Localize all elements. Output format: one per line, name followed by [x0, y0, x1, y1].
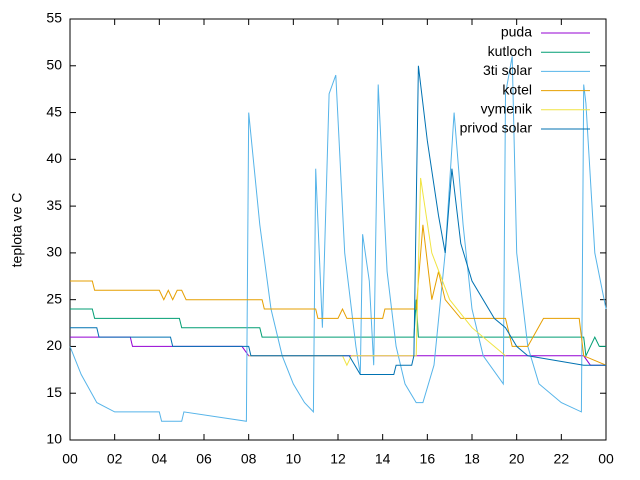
y-tick-label: 10	[46, 431, 62, 447]
x-tick-label: 20	[509, 451, 525, 467]
y-tick-label: 20	[46, 337, 62, 353]
x-tick-label: 10	[286, 451, 302, 467]
y-tick-label: 25	[46, 290, 62, 306]
legend-label: 3ti solar	[483, 62, 532, 78]
series-line	[70, 299, 606, 358]
y-tick-label: 35	[46, 197, 62, 213]
series-line	[69, 56, 607, 422]
y-tick-label: 15	[46, 384, 62, 400]
legend-label: puda	[501, 24, 532, 40]
series-line	[70, 65, 606, 375]
series-line	[70, 224, 607, 366]
x-tick-label: 04	[152, 451, 168, 467]
x-tick-label: 00	[598, 451, 614, 467]
x-tick-label: 22	[554, 451, 570, 467]
y-tick-label: 40	[46, 150, 62, 166]
x-tick-label: 14	[375, 451, 391, 467]
plot-border	[69, 18, 607, 441]
x-tick-label: 12	[330, 451, 346, 467]
x-tick-label: 18	[464, 451, 480, 467]
legend-label: vymenik	[481, 101, 533, 117]
y-tick-label: 30	[46, 244, 62, 260]
x-tick-label: 06	[196, 451, 212, 467]
y-tick-label: 45	[46, 103, 62, 119]
x-tick-label: 00	[62, 451, 78, 467]
y-tick-label: 50	[46, 56, 62, 72]
legend-label: kutloch	[488, 43, 532, 59]
series-line	[70, 336, 606, 366]
legend-label: privod solar	[460, 120, 533, 136]
y-axis-label: teplota ve C	[9, 193, 25, 268]
x-tick-label: 02	[107, 451, 123, 467]
legend-label: kotel	[502, 81, 532, 97]
x-tick-label: 16	[420, 451, 436, 467]
x-tick-label: 08	[241, 451, 257, 467]
y-tick-label: 55	[46, 10, 62, 26]
